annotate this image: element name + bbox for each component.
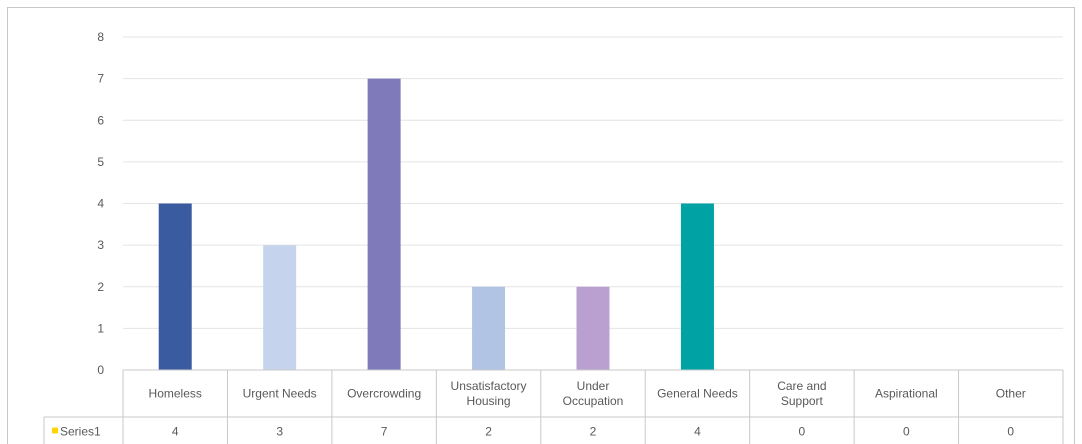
category-label: Other — [996, 387, 1026, 401]
category-label: Homeless — [149, 387, 202, 401]
data-value-label: 3 — [276, 425, 283, 439]
category-label: Aspirational — [875, 387, 938, 401]
category-label: Unsatisfactory — [451, 379, 527, 393]
y-tick-label: 1 — [97, 321, 104, 335]
category-label: General Needs — [657, 387, 738, 401]
y-tick-label: 4 — [97, 197, 104, 211]
bars — [158, 78, 714, 370]
data-table: Homeless 4 Urgent Needs 3 Overcrowding 7 Unsat… — [43, 369, 1064, 444]
series-name-label: Series1 — [60, 425, 101, 439]
data-value-label: 0 — [903, 425, 910, 439]
data-value-label: 0 — [1007, 425, 1014, 439]
category-label: Under — [577, 379, 610, 393]
bar-3 — [472, 286, 506, 370]
category-label: Urgent Needs — [243, 387, 317, 401]
data-value-label: 4 — [694, 425, 701, 439]
category-label: Overcrowding — [347, 387, 421, 401]
data-value-label: 2 — [590, 425, 597, 439]
category-label: Occupation — [563, 394, 624, 408]
bar-4 — [576, 286, 610, 370]
data-value-label: 0 — [799, 425, 806, 439]
category-label: Care and — [777, 379, 826, 393]
y-tick-label: 6 — [97, 113, 104, 127]
data-value-label: 4 — [172, 425, 179, 439]
category-label: Housing — [467, 394, 511, 408]
y-tick-label: 7 — [97, 72, 104, 86]
y-tick-label: 2 — [97, 280, 104, 294]
chart-frame — [7, 7, 1075, 444]
y-tick-label: 0 — [97, 363, 104, 377]
data-value-label: 2 — [485, 425, 492, 439]
y-tick-label: 3 — [97, 238, 104, 252]
bar-0 — [158, 203, 192, 370]
y-axis-ticks: 0 1 2 3 4 5 6 7 8 — [97, 30, 104, 377]
bar-5 — [680, 203, 714, 370]
data-value-label: 7 — [381, 425, 388, 439]
legend-key — [52, 427, 58, 434]
bar-2 — [367, 78, 401, 370]
category-label: Support — [781, 394, 824, 408]
y-tick-label: 8 — [97, 30, 104, 44]
bar-1 — [263, 245, 297, 370]
y-tick-label: 5 — [97, 155, 104, 169]
